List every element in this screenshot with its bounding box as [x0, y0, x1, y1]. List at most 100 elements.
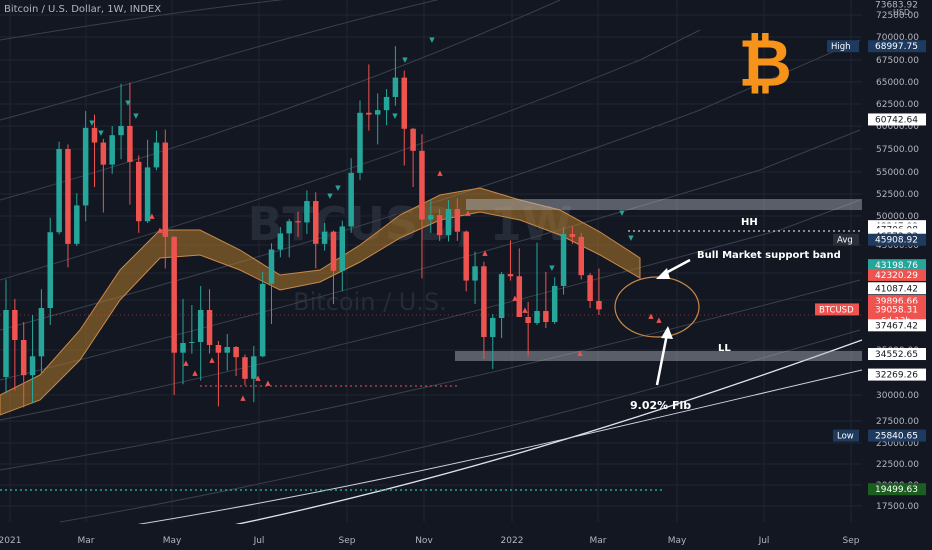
candle-body[interactable]: [38, 308, 45, 357]
candle-body[interactable]: [313, 201, 319, 244]
candle-body[interactable]: [189, 342, 195, 343]
candle-body[interactable]: [91, 127, 98, 143]
candle-body[interactable]: [259, 283, 266, 357]
symbol-legend[interactable]: Bitcoin / U.S. Dollar, 1W, INDEX: [4, 4, 161, 15]
candle-body[interactable]: [20, 340, 27, 376]
x-tick-label: Jul: [758, 536, 770, 546]
candle-body[interactable]: [171, 236, 177, 353]
candle-body[interactable]: [215, 345, 222, 353]
candle-body[interactable]: [153, 142, 160, 168]
price-label-bg: [868, 113, 926, 126]
candle-body[interactable]: [428, 215, 434, 220]
td-marker: ▲: [577, 349, 583, 357]
td-marker: ▲: [157, 226, 163, 234]
candle-body[interactable]: [162, 142, 169, 237]
candle-body[interactable]: [507, 274, 514, 277]
candle-body[interactable]: [534, 311, 540, 323]
candle-body[interactable]: [454, 208, 461, 232]
candle-body[interactable]: [180, 343, 186, 353]
candle-body[interactable]: [366, 112, 372, 115]
watermark-subtitle: Bitcoin / U.S.: [293, 288, 447, 316]
candle-body[interactable]: [498, 274, 505, 318]
candle-body[interactable]: [445, 208, 452, 236]
x-tick-label: Mar: [590, 536, 607, 546]
candle-body[interactable]: [330, 231, 337, 271]
td-marker: ▲: [512, 294, 518, 302]
candle-body[interactable]: [463, 231, 469, 281]
candle-body[interactable]: [144, 167, 151, 222]
y-tick-label: 62500.00: [876, 100, 919, 110]
candle-body[interactable]: [127, 126, 133, 162]
candle-body[interactable]: [348, 172, 354, 227]
y-tick-label: 52500.00: [876, 190, 919, 200]
candle-body[interactable]: [321, 231, 328, 244]
y-tick-label: 45000.00: [876, 241, 919, 251]
candle-body[interactable]: [100, 142, 107, 165]
price-label-bg: [868, 259, 926, 272]
candle-body[interactable]: [56, 149, 62, 233]
y-tick-label: 57500.00: [876, 145, 919, 155]
candle-body[interactable]: [136, 161, 142, 222]
candle-body[interactable]: [251, 356, 257, 379]
candle-body[interactable]: [436, 215, 443, 236]
candle-body[interactable]: [206, 310, 213, 345]
td-marker: ▼: [619, 209, 625, 217]
log-curve-line: [0, 199, 861, 421]
x-tick-label: Sep: [843, 536, 860, 546]
candle-body[interactable]: [560, 233, 567, 286]
candle-body[interactable]: [118, 126, 124, 136]
candle-body[interactable]: [295, 221, 301, 223]
candle-body[interactable]: [410, 128, 416, 151]
candle-body[interactable]: [419, 150, 425, 220]
candle-body[interactable]: [3, 310, 9, 377]
candle-body[interactable]: [74, 205, 80, 244]
log-curve-line: [0, 129, 861, 381]
log-curve-line: [0, 0, 285, 41]
log-curve-line: [0, 0, 561, 201]
candle-body[interactable]: [357, 112, 363, 173]
candle-body[interactable]: [587, 275, 593, 301]
candle-body[interactable]: [242, 357, 248, 379]
candle-body[interactable]: [401, 77, 408, 129]
candle-body[interactable]: [525, 317, 531, 323]
candle-body[interactable]: [224, 347, 231, 353]
candle-body[interactable]: [109, 135, 115, 165]
candle-body[interactable]: [286, 221, 292, 234]
candle-body[interactable]: [551, 285, 558, 322]
log-curve-line: [0, 0, 439, 121]
candle-body[interactable]: [374, 110, 381, 115]
price-label-bg: [868, 368, 926, 381]
td-marker: ▲: [648, 312, 654, 320]
price-label: 39058.31: [875, 305, 918, 315]
candle-body[interactable]: [197, 310, 204, 342]
candle-body[interactable]: [277, 233, 284, 250]
candle-body[interactable]: [82, 127, 89, 206]
candle-body[interactable]: [596, 301, 602, 310]
candle-body[interactable]: [339, 226, 346, 271]
candle-body[interactable]: [490, 318, 496, 337]
candle-body[interactable]: [383, 96, 390, 111]
candle-body[interactable]: [12, 310, 18, 340]
candle-body[interactable]: [29, 356, 36, 376]
td-marker: ▲: [149, 212, 155, 220]
candle-body[interactable]: [392, 77, 399, 97]
candle-body[interactable]: [304, 201, 310, 223]
candle-body[interactable]: [233, 347, 239, 358]
support-zone: [455, 351, 862, 361]
candle-body[interactable]: [516, 276, 523, 317]
candle-body[interactable]: [65, 149, 71, 244]
td-marker: ▲: [482, 249, 488, 257]
td-marker: ▼: [429, 36, 435, 44]
candle-body[interactable]: [472, 266, 478, 281]
candle-body[interactable]: [569, 233, 576, 237]
td-marker: ▼: [89, 119, 95, 127]
candle-body[interactable]: [268, 249, 275, 284]
candle-body[interactable]: [543, 311, 549, 322]
td-marker: ▲: [192, 369, 198, 377]
candle-body[interactable]: [481, 266, 487, 337]
support-band-label: Bull Market support band: [697, 250, 841, 261]
candle-body[interactable]: [47, 232, 54, 308]
td-marker: ▲: [209, 356, 215, 364]
candle-body[interactable]: [578, 236, 585, 276]
